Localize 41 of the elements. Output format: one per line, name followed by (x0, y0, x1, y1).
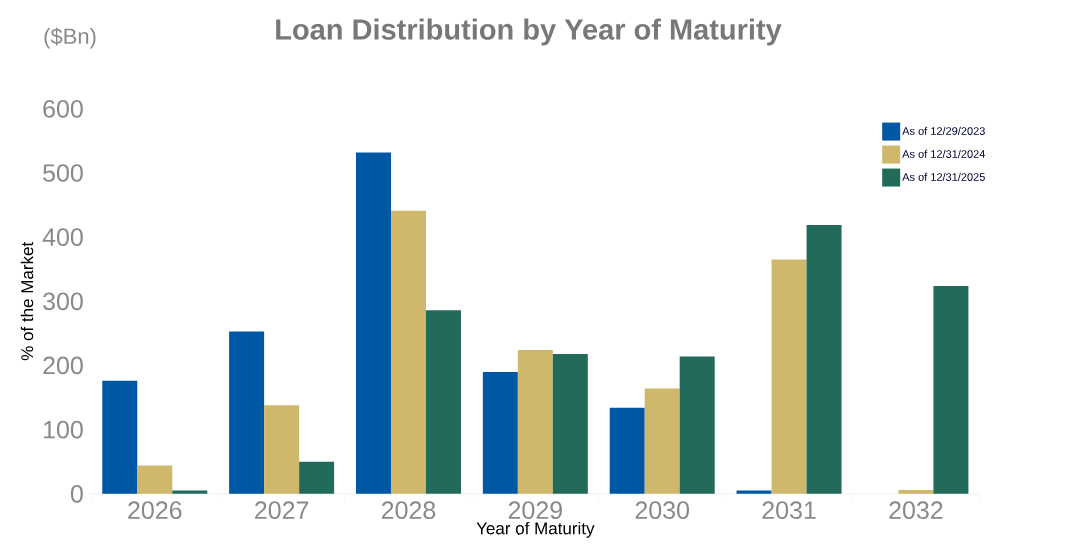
x-axis-title: Year of Maturity (476, 521, 595, 538)
bar (172, 490, 208, 494)
y-tick-label: 400 (42, 228, 83, 246)
bar (102, 380, 138, 494)
y-axis-title: % of the Market (20, 241, 34, 361)
bar (609, 407, 645, 494)
x-tick-label: 2032 (889, 501, 943, 520)
bar (355, 152, 391, 494)
legend-label: As of 12/31/2024 (902, 149, 986, 158)
x-tick-label: 2027 (255, 501, 309, 520)
bar (736, 490, 772, 494)
bar (299, 461, 335, 494)
bar (517, 350, 553, 494)
bar (644, 388, 680, 494)
x-tick-label: 2026 (128, 501, 182, 520)
y-tick-label: 200 (43, 356, 83, 375)
y-tick-label: 300 (43, 292, 83, 311)
y-tick-label: 600 (43, 99, 83, 118)
bar (679, 356, 715, 494)
bar (771, 259, 807, 494)
bar (482, 371, 518, 494)
y-tick-label: 100 (44, 420, 83, 439)
x-tick-label: 2028 (381, 501, 436, 520)
bar (137, 465, 173, 494)
x-tick-label: 2031 (762, 501, 816, 520)
y-tick-label: 0 (70, 484, 83, 503)
bar (552, 353, 588, 494)
x-tick-label: 2030 (635, 501, 690, 520)
bar (390, 210, 426, 494)
bar (229, 331, 265, 494)
text: ($Bn) (44, 27, 96, 49)
bar (933, 285, 969, 494)
y-tick-label: 500 (43, 164, 83, 182)
legend-label: As of 12/29/2023 (902, 126, 985, 135)
x-tick-label: 2029 (508, 501, 562, 520)
bar (264, 405, 300, 494)
bar (425, 310, 461, 494)
bar (806, 224, 842, 494)
chart-title: Loan Distribution by Year of Maturity (276, 18, 782, 46)
legend-label: As of 12/31/2025 (902, 172, 985, 181)
bar (898, 489, 934, 494)
